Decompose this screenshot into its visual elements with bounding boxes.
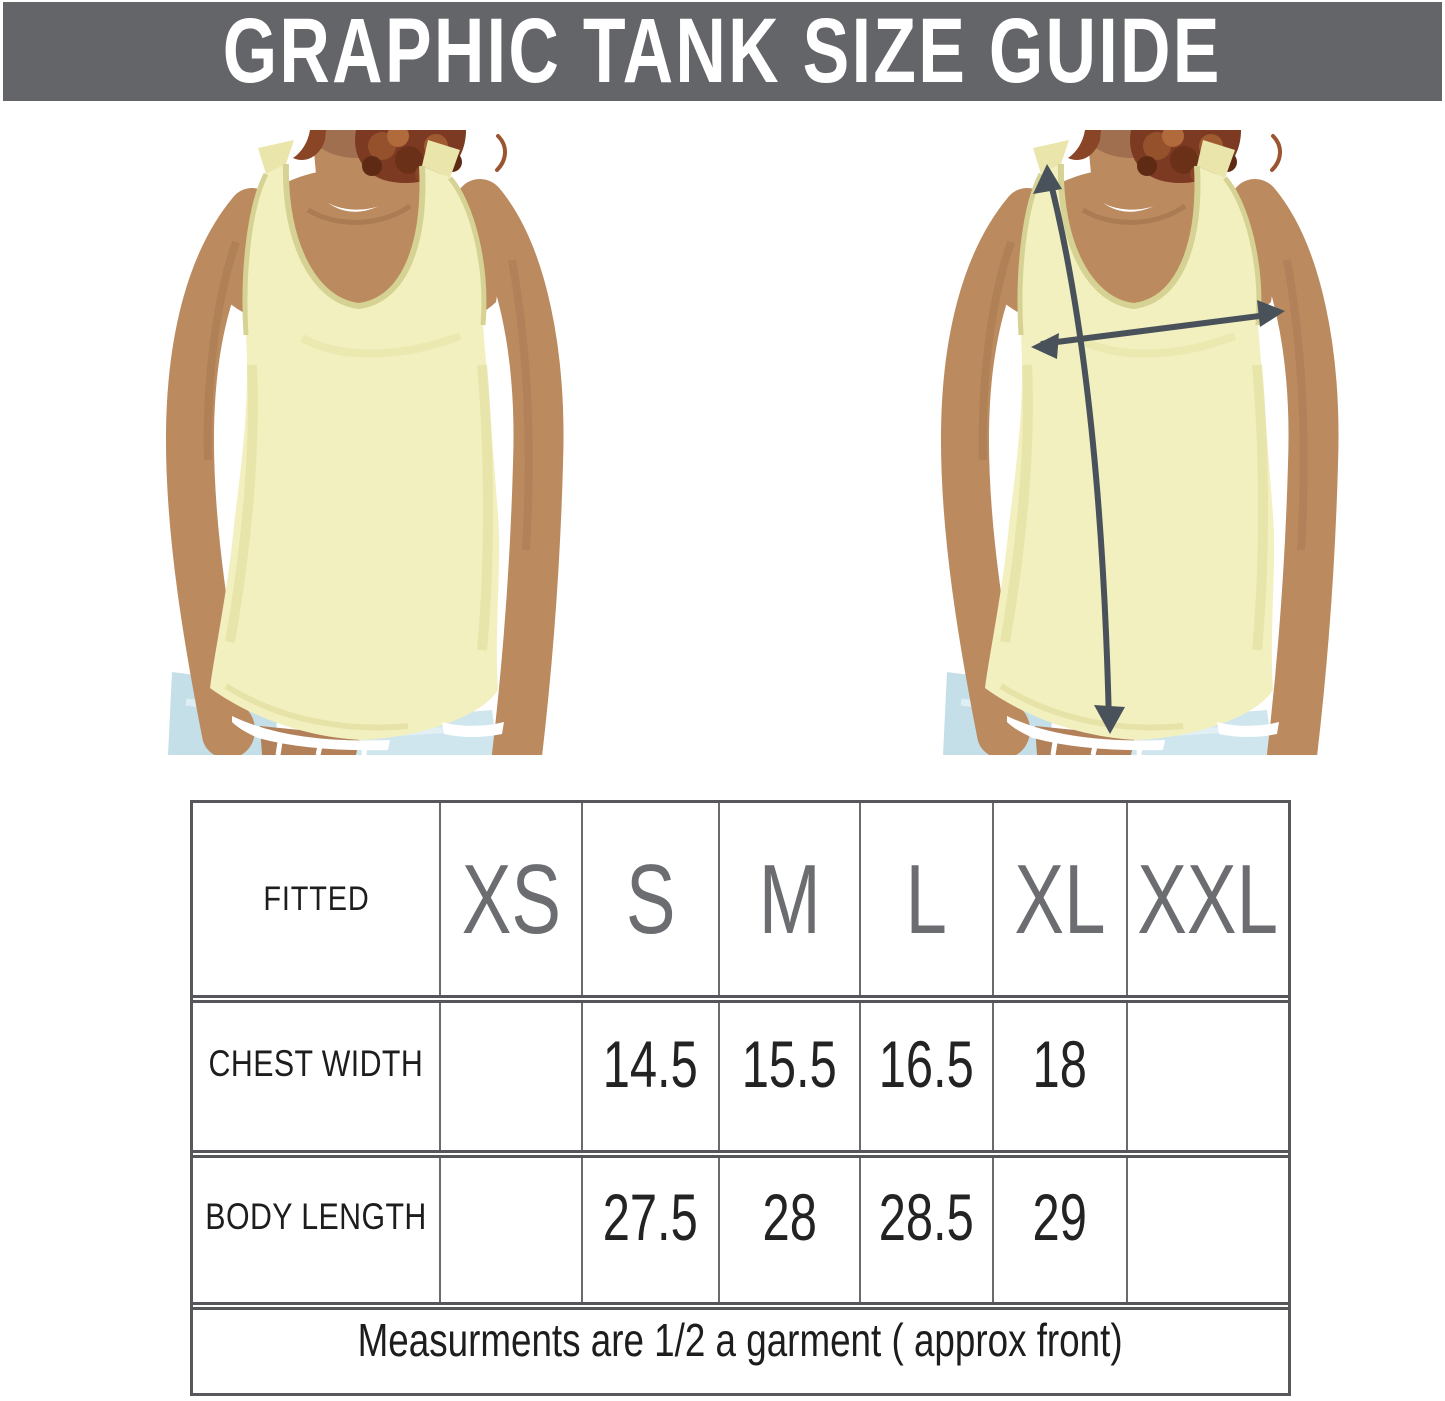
size-label: M xyxy=(758,843,821,954)
row-label: CHEST WIDTH xyxy=(208,1042,424,1084)
chest-width-row: CHEST WIDTH 14.5 15.5 16.5 18 xyxy=(193,995,1288,1150)
product-photo-plain xyxy=(160,130,575,755)
page-title: GRAPHIC TANK SIZE GUIDE xyxy=(223,0,1222,102)
row-label-cell: BODY LENGTH xyxy=(193,1158,439,1302)
body-length-xs xyxy=(439,1158,580,1302)
body-length-s: 27.5 xyxy=(580,1158,718,1302)
measurement-value: 29 xyxy=(1032,1180,1088,1254)
measurement-value: 15.5 xyxy=(742,1026,838,1101)
product-photo-annotated xyxy=(935,130,1350,755)
fit-type-cell: FITTED xyxy=(193,803,439,995)
body-length-m: 28 xyxy=(718,1158,859,1302)
body-length-row: BODY LENGTH 27.5 28 28.5 29 xyxy=(193,1150,1288,1302)
measurement-value: 18 xyxy=(1032,1026,1088,1101)
header-size-m: M xyxy=(718,803,859,995)
chest-width-xxl xyxy=(1125,1003,1288,1150)
size-label: XXL xyxy=(1137,843,1279,954)
chest-width-s: 14.5 xyxy=(580,1003,718,1150)
chest-width-xs xyxy=(439,1003,580,1150)
header-size-xs: XS xyxy=(439,803,580,995)
header-size-xxl: XXL xyxy=(1125,803,1288,995)
size-header-row: FITTED XS S M L XL XXL xyxy=(193,803,1288,995)
body-length-l: 28.5 xyxy=(859,1158,991,1302)
chest-width-l: 16.5 xyxy=(859,1003,991,1150)
tank-figure-annotated xyxy=(935,130,1350,755)
size-label: S xyxy=(625,843,676,954)
header-size-xl: XL xyxy=(991,803,1126,995)
chest-width-arrow xyxy=(1031,300,1285,359)
size-guide-banner: GRAPHIC TANK SIZE GUIDE xyxy=(3,0,1442,102)
body-length-xl: 29 xyxy=(991,1158,1126,1302)
footnote-text: Measurments are 1/2 a garment ( approx f… xyxy=(358,1313,1123,1366)
size-label: L xyxy=(905,843,948,954)
row-label: BODY LENGTH xyxy=(205,1196,427,1237)
chest-width-m: 15.5 xyxy=(718,1003,859,1150)
row-label-cell: CHEST WIDTH xyxy=(193,1003,439,1150)
measurement-value: 16.5 xyxy=(878,1026,975,1101)
footnote-row: Measurments are 1/2 a garment ( approx f… xyxy=(193,1302,1288,1393)
measurement-value: 28.5 xyxy=(878,1180,975,1254)
body-length-xxl xyxy=(1125,1158,1288,1302)
measurement-value: 14.5 xyxy=(602,1026,698,1101)
tank-figure-plain xyxy=(160,130,575,755)
measurement-value: 28 xyxy=(762,1180,817,1254)
body-length-arrow xyxy=(1033,164,1125,734)
header-size-s: S xyxy=(580,803,718,995)
footnote-cell: Measurments are 1/2 a garment ( approx f… xyxy=(193,1310,1288,1393)
size-table: FITTED XS S M L XL XXL CHEST WIDTH xyxy=(190,800,1291,1396)
chest-width-xl: 18 xyxy=(991,1003,1126,1150)
size-label: XS xyxy=(461,843,561,954)
measurement-value: 27.5 xyxy=(602,1180,698,1254)
fit-type-label: FITTED xyxy=(263,879,370,918)
header-size-l: L xyxy=(859,803,991,995)
size-label: XL xyxy=(1014,843,1106,954)
